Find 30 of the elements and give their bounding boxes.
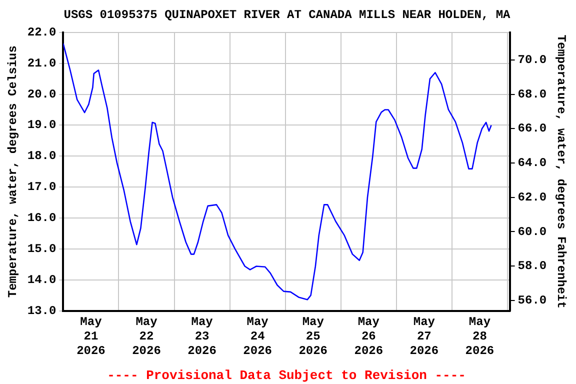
y2-axis-title: Temperature, water, degrees Fahrenheit <box>554 34 568 308</box>
y-tick-label: 22.0 <box>27 25 56 40</box>
x-tick-label: May 27 2026 <box>410 315 439 358</box>
x-tick-label: May 22 2026 <box>132 315 161 358</box>
y2-tick-label: 70.0 <box>518 52 547 67</box>
y2-tick-label: 56.0 <box>518 294 547 308</box>
y2-tick-label: 66.0 <box>518 122 547 136</box>
y-tick-label: 19.0 <box>27 118 56 132</box>
y-tick-label: 15.0 <box>27 242 56 256</box>
y-tick-label: 21.0 <box>27 56 56 70</box>
y2-tick-label: 58.0 <box>518 259 547 274</box>
x-tick-label: May 26 2026 <box>354 315 384 358</box>
chart-title: USGS 01095375 QUINAPOXET RIVER AT CANADA MILLS NEAR HOLDEN, MA <box>64 8 512 22</box>
y-axis-title: Temperature, water, degrees Celsius <box>6 46 20 298</box>
y-tick-label: 16.0 <box>27 211 56 226</box>
y-tick-label: 17.0 <box>27 180 56 194</box>
x-tick-label: May 24 2026 <box>243 315 272 358</box>
x-tick-label: May 28 2026 <box>465 315 494 358</box>
x-tick-label: May 23 2026 <box>188 315 216 358</box>
y2-tick-label: 62.0 <box>518 190 547 204</box>
y2-tick-label: 64.0 <box>518 156 547 170</box>
y-tick-label: 20.0 <box>27 87 56 102</box>
x-tick-label: May 21 2026 <box>76 315 106 358</box>
y-tick-label: 13.0 <box>27 304 56 318</box>
x-tick-label: May 25 2026 <box>298 315 328 358</box>
y-tick-label: 18.0 <box>27 149 56 164</box>
y2-tick-label: 68.0 <box>518 87 547 102</box>
y-tick-label: 14.0 <box>27 272 56 287</box>
y2-tick-label: 60.0 <box>518 224 547 239</box>
text: ---- Provisional Data Subject to Revision ---- <box>107 368 466 383</box>
